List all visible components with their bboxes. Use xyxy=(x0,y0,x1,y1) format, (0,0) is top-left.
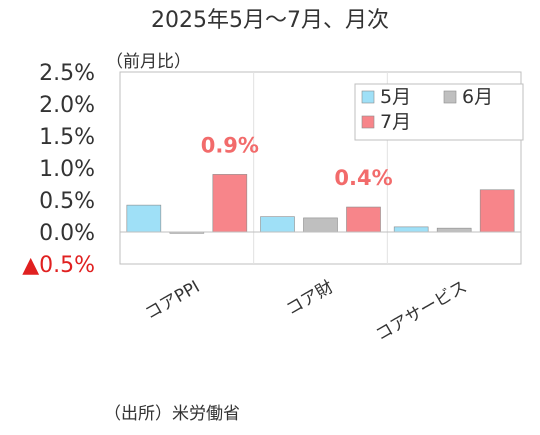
x-tick-label: コアPPI xyxy=(142,277,204,324)
legend-label: 5月 xyxy=(380,86,411,108)
annotations: 0.9% 0.4% xyxy=(201,133,393,190)
bar-7-2 xyxy=(346,206,381,233)
legend-swatch-7 xyxy=(361,115,375,129)
plot-area xyxy=(119,71,522,265)
legend-label: 6月 xyxy=(462,86,493,108)
unit-label: （前月比） xyxy=(106,52,191,72)
y-tick-label: 0.5% xyxy=(39,189,95,214)
y-tick-label: ▲0.5% xyxy=(22,253,95,278)
legend-swatch-5 xyxy=(361,90,375,104)
bar-6-2 xyxy=(303,217,338,233)
y-tick-label: 2.5% xyxy=(39,61,95,86)
bar-5-2 xyxy=(260,216,295,233)
bar-7-1 xyxy=(212,174,248,233)
x-axis-labels: コアPPI コア財 コアサービス xyxy=(142,277,471,345)
y-tick-label: 0.0% xyxy=(39,221,95,246)
bars xyxy=(126,174,515,234)
y-tick-label: 1.0% xyxy=(39,157,95,182)
legend: 5月 6月 7月 xyxy=(354,83,524,141)
data-label: 0.4% xyxy=(334,166,392,190)
source-note: （出所）米労働省 xyxy=(104,404,240,424)
bar-5-1 xyxy=(126,204,162,233)
y-axis-ticks: 2.5% 2.0% 1.5% 1.0% 0.5% 0.0% ▲0.5% xyxy=(22,61,95,278)
chart-title: 2025年5月～7月、月次 xyxy=(151,8,389,33)
bar-7-3 xyxy=(479,189,515,233)
x-tick-label: コアサービス xyxy=(372,277,470,345)
legend-swatch-6 xyxy=(443,90,457,104)
bar-6-3 xyxy=(436,227,472,233)
x-tick-label: コア財 xyxy=(283,277,337,320)
y-tick-label: 2.0% xyxy=(39,93,95,118)
bar-5-3 xyxy=(393,226,429,233)
legend-label: 7月 xyxy=(380,111,411,133)
y-tick-label: 1.5% xyxy=(39,125,95,150)
data-label: 0.9% xyxy=(201,133,259,157)
legend-box xyxy=(354,83,524,141)
